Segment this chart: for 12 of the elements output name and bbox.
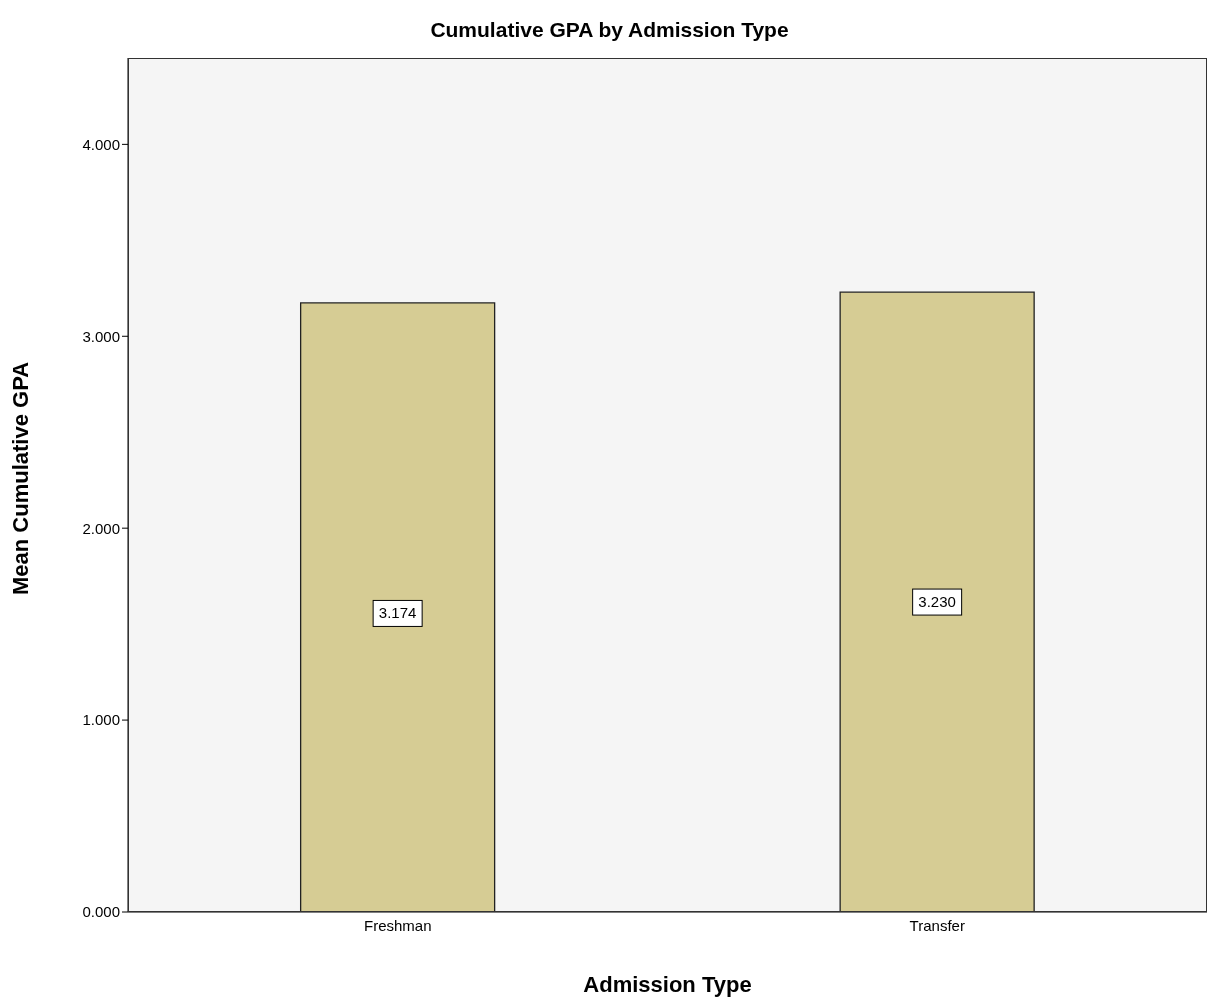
y-tick-label: 0.000 (82, 903, 120, 921)
y-tick-label: 2.000 (82, 519, 120, 537)
chart-title: Cumulative GPA by Admission Type (429, 18, 790, 42)
data-label: 3.230 (918, 593, 956, 611)
x-tick-label: Freshman (363, 916, 432, 934)
y-axis-title: Mean Cumulative GPA (7, 361, 33, 595)
y-tick-label: 1.000 (82, 711, 120, 729)
y-tick-label: 3.000 (82, 327, 120, 345)
x-tick-label: Transfer (909, 916, 965, 934)
x-axis-title: Admission Type (583, 972, 752, 997)
y-tick-label: 4.000 (82, 135, 120, 153)
data-label: 3.174 (378, 604, 417, 622)
